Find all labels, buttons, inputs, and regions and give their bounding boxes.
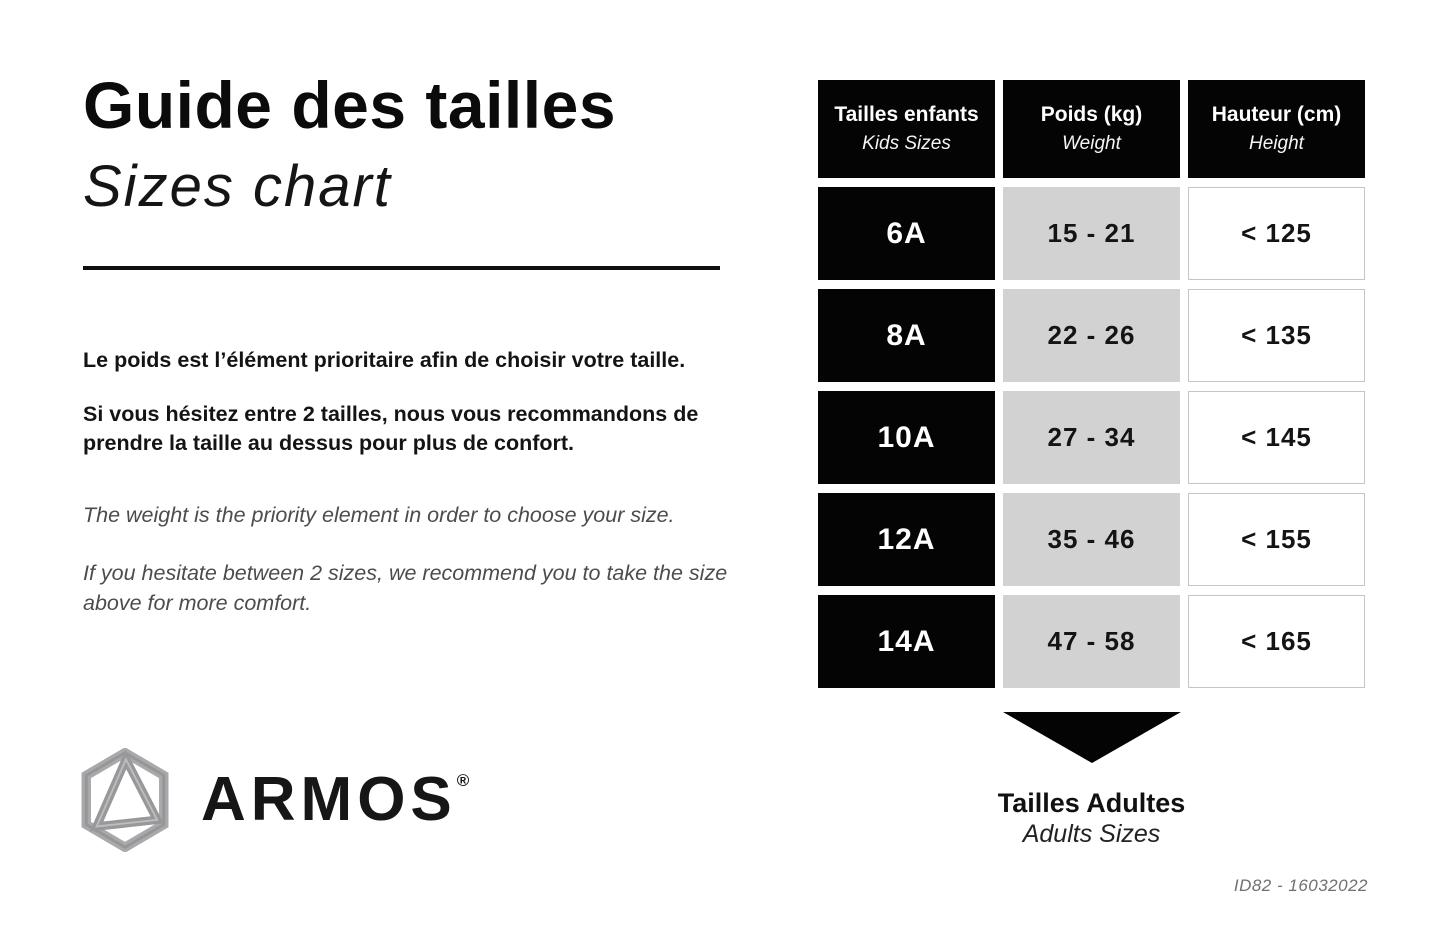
weight-cell-6a: 15 - 21 (1003, 187, 1180, 280)
weight-cell-8a: 22 - 26 (1003, 289, 1180, 382)
kids-sizes-table: Tailles enfants Kids Sizes Poids (kg) We… (818, 80, 1365, 688)
weight-cell-10a: 27 - 34 (1003, 391, 1180, 484)
height-cell-6a: < 125 (1188, 187, 1365, 280)
brand-name: ARMOS (201, 765, 457, 834)
armos-logo-icon (81, 748, 169, 852)
down-arrow-icon (1003, 712, 1181, 763)
header-label-en: Height (1249, 133, 1304, 154)
intro-paragraph-en-2: If you hesitate between 2 sizes, we reco… (83, 560, 728, 615)
header-label-fr: Poids (kg) (1040, 103, 1143, 126)
height-cell-8a: < 135 (1188, 289, 1365, 382)
header-label-fr: Hauteur (cm) (1211, 103, 1342, 126)
brand-wordmark: ARMOS ® (201, 769, 469, 831)
title-divider (83, 266, 720, 270)
table-header-weight: Poids (kg) Weight (1003, 80, 1180, 178)
size-cell-10a: 10A (818, 391, 995, 484)
brand-lockup: ARMOS ® (77, 748, 469, 852)
intro-paragraph-en-1: The weight is the priority element in or… (83, 502, 675, 527)
table-header-height: Hauteur (cm) Height (1188, 80, 1365, 178)
adults-label-fr: Tailles Adultes (997, 788, 1186, 818)
size-cell-12a: 12A (818, 493, 995, 586)
size-cell-6a: 6A (818, 187, 995, 280)
size-cell-14a: 14A (818, 595, 995, 688)
header-label-en: Kids Sizes (862, 133, 951, 154)
intro-paragraph-fr-1: Le poids est l’élément prioritaire afin … (83, 347, 686, 372)
weight-cell-12a: 35 - 46 (1003, 493, 1180, 586)
page-title-fr: Guide des tailles (83, 68, 617, 142)
adults-label-en: Adults Sizes (1022, 820, 1161, 849)
left-column: Guide des tailles Sizes chart Le poids e… (81, 0, 773, 929)
header-label-fr: Tailles enfants (834, 103, 979, 126)
document-id: ID82 - 16032022 (1233, 876, 1368, 895)
weight-cell-14a: 47 - 58 (1003, 595, 1180, 688)
header-label-en: Weight (1062, 133, 1121, 154)
intro-paragraph-fr-2: Si vous hésitez entre 2 tailles, nous vo… (83, 401, 699, 455)
height-cell-14a: < 165 (1188, 595, 1365, 688)
table-header-kids-sizes: Tailles enfants Kids Sizes (818, 80, 995, 178)
registered-trademark-icon: ® (456, 771, 470, 790)
page-title-en: Sizes chart (83, 154, 392, 219)
adults-sizes-label: Tailles Adultes Adults Sizes (818, 788, 1365, 849)
size-cell-8a: 8A (818, 289, 995, 382)
height-cell-10a: < 145 (1188, 391, 1365, 484)
height-cell-12a: < 155 (1188, 493, 1365, 586)
